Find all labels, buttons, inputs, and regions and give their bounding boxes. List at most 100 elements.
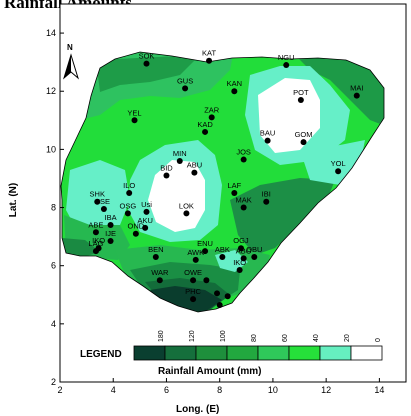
city-label: JOS — [236, 148, 251, 157]
contour-80-southwest — [62, 238, 100, 258]
contour-20-west — [66, 160, 130, 235]
city-label: ILO — [123, 181, 135, 190]
city-label: ABU — [187, 161, 202, 170]
x-axis-title: Long. (E) — [176, 404, 219, 415]
city-label: SHK — [90, 190, 105, 199]
legend-tick-label: 40 — [313, 334, 320, 342]
city-label: ABO — [236, 246, 252, 255]
city-label: WAR — [151, 268, 169, 277]
x-tick-label: 8 — [217, 385, 222, 395]
city-marker — [208, 114, 215, 121]
legend-tick-label: 60 — [282, 334, 289, 342]
legend-swatch — [195, 345, 228, 361]
y-tick-label: 6 — [51, 261, 56, 271]
legend-swatch — [319, 345, 352, 361]
city-label: AWK — [187, 248, 204, 257]
city-marker — [353, 92, 360, 99]
city-label: ABE — [88, 220, 103, 229]
x-tick-label: 14 — [374, 385, 384, 395]
city-marker — [231, 88, 238, 95]
y-axis-ticks: 2 4 6 8 10 12 14 — [46, 28, 64, 387]
legend-caption: Rainfall Amount (mm) — [158, 366, 262, 377]
city-marker — [263, 198, 270, 205]
city-marker — [92, 229, 99, 236]
city-marker — [283, 62, 290, 69]
x-tick-label: 12 — [321, 385, 331, 395]
city-marker — [183, 210, 190, 217]
city-label: IBI — [262, 190, 271, 199]
legend-swatch — [133, 345, 166, 361]
city-marker — [132, 230, 139, 237]
contour-80-northwest — [96, 55, 200, 92]
city-label: IBA — [105, 213, 117, 222]
city-marker — [216, 301, 223, 308]
legend-tick-label: 100 — [220, 330, 227, 342]
city-marker — [131, 117, 138, 124]
legend-tick-label: 180 — [158, 330, 165, 342]
city-label: BID — [160, 164, 173, 173]
city-marker — [94, 198, 101, 205]
legend-swatch — [226, 345, 259, 361]
legend-swatch — [288, 345, 321, 361]
city-marker — [190, 277, 197, 284]
x-tick-label: 4 — [111, 385, 116, 395]
city-label: ENU — [197, 239, 213, 248]
north-arrow-label: N — [67, 43, 73, 52]
city-marker — [240, 204, 247, 211]
city-label: YEL — [127, 108, 141, 117]
city-label: IKO — [233, 258, 246, 267]
city-marker — [107, 237, 114, 244]
legend-swatch — [350, 345, 383, 361]
city-marker — [107, 221, 114, 228]
y-axis-title: Lat. (N) — [8, 183, 19, 217]
city-marker — [297, 96, 304, 103]
x-axis-ticks: 2 4 6 8 10 12 14 — [57, 378, 384, 395]
city-label: NGU — [278, 53, 295, 62]
city-marker — [163, 172, 170, 179]
legend-swatches — [133, 345, 383, 361]
city-marker — [100, 205, 107, 212]
city-marker — [124, 210, 131, 217]
city-marker — [251, 253, 258, 260]
city-label: LAF — [227, 181, 241, 190]
city-marker — [219, 253, 226, 260]
legend-tick-label: 20 — [344, 334, 351, 342]
city-marker — [143, 208, 150, 215]
y-tick-label: 8 — [51, 203, 56, 213]
city-label: IKO — [92, 236, 105, 245]
city-label: OND — [128, 222, 145, 231]
city-marker — [143, 60, 150, 67]
legend-swatch — [257, 345, 290, 361]
rainfall-contours — [61, 52, 384, 312]
city-marker — [335, 168, 342, 175]
city-marker — [206, 57, 213, 64]
city-label: POT — [293, 88, 309, 97]
y-tick-label: 2 — [51, 377, 56, 387]
x-tick-label: 10 — [268, 385, 278, 395]
city-label: ISE — [98, 197, 110, 206]
city-marker — [126, 190, 133, 196]
city-label: ABK — [215, 245, 230, 254]
city-label: GOM — [295, 130, 313, 139]
y-tick-label: 10 — [46, 144, 56, 154]
city-marker — [240, 255, 247, 262]
city-label: KAD — [197, 120, 213, 129]
city-marker — [300, 139, 307, 146]
city-label: MAI — [350, 84, 363, 93]
city-label: OWE — [184, 268, 202, 277]
city-marker — [202, 248, 209, 255]
city-label: SOK — [139, 52, 155, 61]
city-marker — [152, 253, 159, 260]
city-marker — [192, 256, 199, 263]
city-label: MIN — [173, 149, 187, 158]
city-label: Usi — [141, 200, 152, 209]
city-label: LAG — [88, 239, 103, 248]
legend-tick-label: 0 — [375, 338, 382, 342]
city-label: BAU — [260, 129, 275, 138]
legend-label: LEGEND — [80, 349, 122, 360]
contour-100-east — [230, 178, 335, 255]
city-marker — [190, 296, 197, 303]
y-tick-label: 14 — [46, 28, 56, 38]
legend-swatch — [164, 345, 197, 361]
city-label: BEN — [148, 245, 163, 254]
